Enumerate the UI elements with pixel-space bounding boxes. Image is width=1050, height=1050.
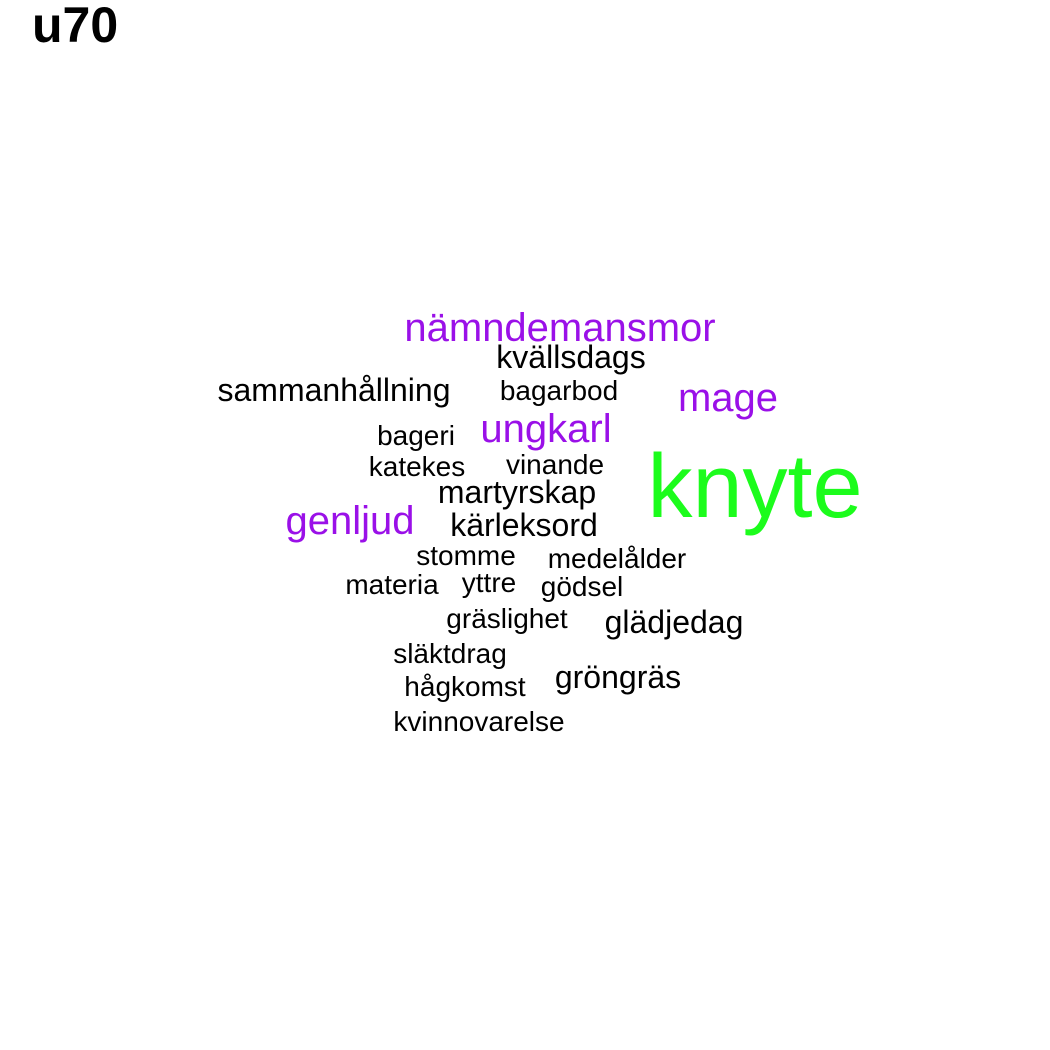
- word-graslighet: gräslighet: [446, 603, 568, 634]
- page-title: u70: [32, 0, 119, 53]
- word-medelalder: medelålder: [547, 543, 687, 574]
- word-stomme: stomme: [416, 540, 516, 571]
- word-sammanhallning: sammanhållning: [217, 372, 451, 408]
- word-grongras: gröngräs: [554, 659, 682, 695]
- word-karleksord: kärleksord: [450, 507, 598, 543]
- word-martyrskap: martyrskap: [437, 474, 597, 510]
- word-ungkarl: ungkarl: [480, 407, 612, 451]
- word-bageri: bageri: [377, 420, 455, 451]
- word-katekes: katekes: [368, 451, 466, 482]
- word-mage: mage: [677, 376, 779, 420]
- word-genljud: genljud: [285, 499, 415, 543]
- word-namndemansmor: nämndemansmor: [404, 306, 716, 350]
- word-godsel: gödsel: [540, 571, 624, 602]
- word-yttre: yttre: [461, 567, 517, 598]
- word-slaktdrag: släktdrag: [393, 638, 507, 669]
- word-bagarbod: bagarbod: [499, 375, 619, 406]
- word-kvinnovarelse: kvinnovarelse: [393, 706, 565, 737]
- word-gladjedag: glädjedag: [604, 604, 744, 640]
- word-materia: materia: [345, 569, 439, 600]
- word-knyte: knyte: [647, 437, 863, 537]
- word-kvallsdags: kvällsdags: [496, 339, 646, 375]
- word-hagkomst: hågkomst: [404, 671, 526, 702]
- word-vinande: vinande: [505, 449, 605, 480]
